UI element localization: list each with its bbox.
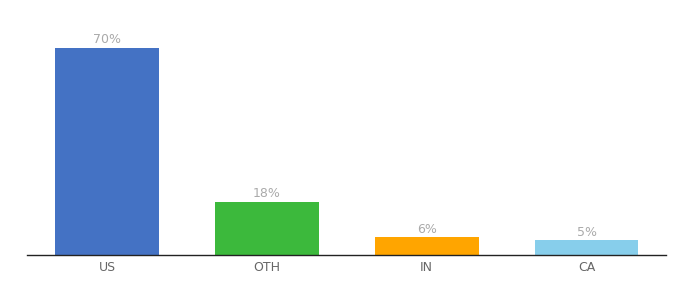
Text: 5%: 5%: [577, 226, 596, 239]
Bar: [375, 237, 479, 255]
Text: 6%: 6%: [417, 223, 437, 236]
Bar: [534, 240, 639, 255]
Text: 70%: 70%: [93, 33, 121, 46]
Bar: [215, 202, 319, 255]
Text: 18%: 18%: [253, 187, 281, 200]
Bar: [55, 48, 159, 255]
